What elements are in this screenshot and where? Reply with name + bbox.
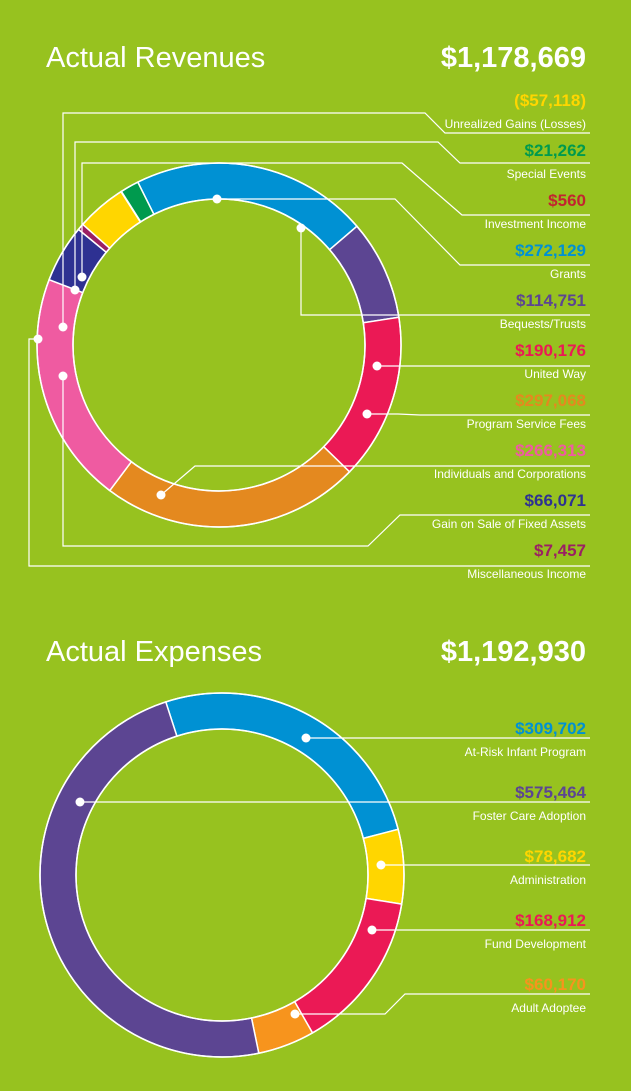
expenses-total: $1,192,930 xyxy=(441,636,586,668)
leader-line-special-events xyxy=(74,141,590,290)
category-label-special-events: Special Events xyxy=(507,167,586,181)
leader-line-gain-on-sale-of-fixed-assets xyxy=(62,376,590,547)
value-label-adult-adoptee: $60,170 xyxy=(525,975,586,994)
leader-dot-unrealized-gains-losses xyxy=(58,322,68,332)
value-label-at-risk-infant-program: $309,702 xyxy=(515,719,586,738)
category-label-bequests-trusts: Bequests/Trusts xyxy=(500,317,586,331)
value-label-miscellaneous-income: $7,457 xyxy=(534,541,586,560)
leader-line-unrealized-gains-losses xyxy=(62,112,590,327)
expenses-inner-ring xyxy=(75,728,369,1022)
revenues-inner-ring xyxy=(72,198,366,492)
leader-line-individuals-and-corporations xyxy=(160,465,590,496)
leader-line-investment-income xyxy=(81,162,590,277)
leader-dot-fund-development xyxy=(367,925,377,935)
revenues-chart: Actual Revenues $1,178,669 ($57,118) Unreal… xyxy=(28,42,590,581)
value-label-fund-development: $168,912 xyxy=(515,911,586,930)
category-label-grants: Grants xyxy=(550,267,586,281)
leader-dot-adult-adoptee xyxy=(290,1009,300,1019)
category-label-unrealized-gains-losses: Unrealized Gains (Losses) xyxy=(445,117,586,131)
value-label-grants: $272,129 xyxy=(515,241,586,260)
revenues-total: $1,178,669 xyxy=(441,42,586,74)
leader-dot-investment-income xyxy=(77,272,87,282)
slice-individuals-and-corporations xyxy=(36,278,133,492)
category-label-program-service-fees: Program Service Fees xyxy=(467,417,586,431)
slice-foster-care-adoption xyxy=(39,700,260,1058)
leader-dot-bequests-trusts xyxy=(296,223,306,233)
category-label-fund-development: Fund Development xyxy=(485,937,587,951)
category-label-foster-care-adoption: Foster Care Adoption xyxy=(473,809,586,823)
category-label-united-way: United Way xyxy=(524,367,586,381)
slice-program-service-fees xyxy=(108,445,351,528)
category-label-miscellaneous-income: Miscellaneous Income xyxy=(467,567,586,581)
leader-dot-special-events xyxy=(70,285,80,295)
leader-dot-united-way xyxy=(372,361,382,371)
leader-dot-grants xyxy=(212,194,222,204)
category-label-investment-income: Investment Income xyxy=(485,217,587,231)
value-label-investment-income: $560 xyxy=(548,191,586,210)
value-label-program-service-fees: $297,068 xyxy=(515,391,586,410)
leader-dot-individuals-and-corporations xyxy=(156,490,166,500)
revenues-title: Actual Revenues xyxy=(46,42,265,74)
category-label-adult-adoptee: Adult Adoptee xyxy=(511,1001,586,1015)
category-label-individuals-and-corporations: Individuals and Corporations xyxy=(434,467,586,481)
value-label-gain-on-sale-of-fixed-assets: $66,071 xyxy=(525,491,586,510)
value-label-unrealized-gains-losses: ($57,118) xyxy=(514,91,586,110)
category-label-at-risk-infant-program: At-Risk Infant Program xyxy=(465,745,586,759)
value-label-united-way: $190,176 xyxy=(515,341,586,360)
slice-grants xyxy=(136,162,358,251)
leader-dot-miscellaneous-income xyxy=(33,334,43,344)
leader-line-bequests-trusts xyxy=(300,228,590,316)
slice-at-risk-infant-program xyxy=(164,692,400,840)
value-label-special-events: $21,262 xyxy=(525,141,586,160)
expenses-title: Actual Expenses xyxy=(46,636,262,668)
slice-bequests-trusts xyxy=(328,225,400,324)
slice-united-way xyxy=(322,316,402,473)
value-label-foster-care-adoption: $575,464 xyxy=(515,783,586,802)
value-label-bequests-trusts: $114,751 xyxy=(516,291,586,310)
leader-line-adult-adoptee xyxy=(295,993,590,1015)
leader-dot-program-service-fees xyxy=(362,409,372,419)
leader-dot-gain-on-sale-of-fixed-assets xyxy=(58,371,68,381)
leader-dot-administration xyxy=(376,860,386,870)
leader-dot-foster-care-adoption xyxy=(75,797,85,807)
category-label-administration: Administration xyxy=(510,873,586,887)
expenses-outer-ring xyxy=(39,692,405,1058)
expenses-chart: Actual Expenses $1,192,930 $309,702 At-Risk… xyxy=(39,636,590,1058)
leader-dot-at-risk-infant-program xyxy=(301,733,311,743)
value-label-administration: $78,682 xyxy=(525,847,586,866)
leader-line-grants xyxy=(217,198,590,266)
leader-line-program-service-fees xyxy=(367,413,590,416)
value-label-individuals-and-corporations: $266,313 xyxy=(515,441,586,460)
category-label-gain-on-sale-of-fixed-assets: Gain on Sale of Fixed Assets xyxy=(432,517,586,531)
